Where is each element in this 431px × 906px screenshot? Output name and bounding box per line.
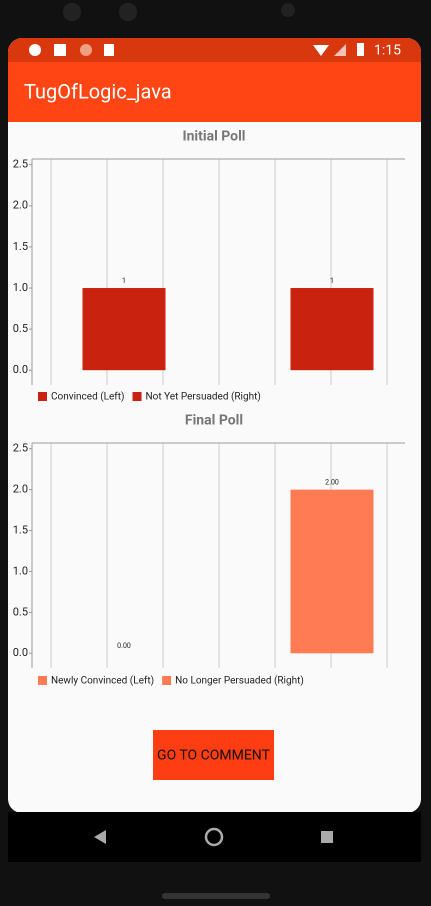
bar [82,288,166,371]
bar [290,288,374,371]
nav-bar [8,812,421,862]
button-label: GO TO COMMENT [157,748,271,764]
app-bar [8,62,421,122]
y-tick-label: 1.0 [13,564,28,577]
y-tick-label: 0.0 [13,363,28,376]
status-icon [54,44,66,56]
status-icon [104,44,114,56]
y-tick-label: 0.0 [13,646,28,659]
chart-title: Final Poll [185,413,243,429]
y-tick-label: 2.0 [13,199,28,212]
y-tick-label: 0.5 [13,605,28,618]
battery-icon [357,43,364,56]
y-tick-label: 1.5 [13,523,28,536]
value-label: 2.00 [325,478,339,486]
camera [63,3,81,21]
legend-swatch [38,676,47,685]
legend-swatch [162,676,172,685]
legend-swatch [38,392,47,401]
y-tick-label: 1.0 [13,281,28,294]
signal-icon [334,44,346,56]
y-tick-label: 2.5 [13,442,28,455]
camera [119,3,137,21]
sensor [281,3,295,17]
value-label: 1 [122,277,126,285]
legend-label: No Longer Persuaded (Right) [175,675,304,687]
wifi-icon [313,45,329,56]
app-title: TugOfLogic_java [24,79,172,103]
y-tick-label: 1.5 [13,240,28,253]
value-label: 0.00 [117,642,131,650]
legend-label: Convinced (Left) [51,391,125,403]
speaker [162,893,270,899]
y-tick-label: 2.0 [13,483,28,496]
bar [290,489,374,654]
chart-title: Initial Poll [182,129,245,145]
legend-label: Newly Convinced (Left) [51,675,154,687]
legend-swatch [132,392,142,401]
recents-button[interactable] [321,831,333,843]
charts: Initial Poll 0.0 0.5 1.0 1.5 2.0 2.5 1 Convinced… [13,129,405,687]
status-time: 1:15 [374,43,401,59]
back-button[interactable] [94,830,106,844]
home-button[interactable] [204,827,224,847]
y-tick-label: 0.5 [13,322,28,335]
go-to-comment-button[interactable] [153,730,274,780]
status-icon [80,44,92,56]
value-label: 1 [330,277,334,285]
status-icon [29,44,41,56]
y-tick-label: 2.5 [13,158,28,171]
legend-label: Not Yet Persuaded (Right) [146,391,261,403]
